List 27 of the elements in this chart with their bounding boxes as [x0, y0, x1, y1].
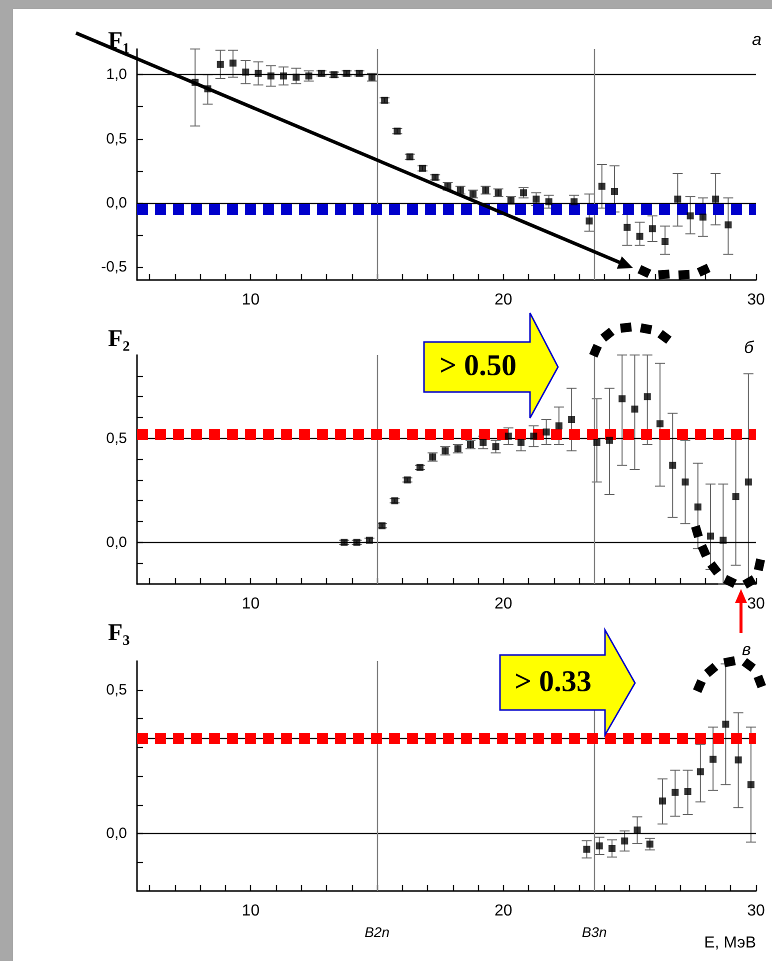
x-tick-label: 30 — [747, 596, 765, 612]
ref-line-label: B2n — [364, 924, 390, 940]
x-tick-label: 10 — [242, 596, 260, 612]
y-tick-label: 0,0 — [106, 534, 127, 551]
x-tick-label: 10 — [242, 902, 260, 920]
y-tick-label: 1,0 — [106, 66, 127, 84]
ref-line-label: B3n — [582, 924, 607, 940]
x-tick-label: 20 — [494, 292, 512, 308]
x-tick-label: 30 — [747, 292, 765, 308]
text: в — [742, 640, 751, 660]
x-tick-label: 10 — [242, 292, 260, 308]
x-axis-title: E, МэВ — [704, 934, 756, 952]
x-tick-label: 20 — [494, 596, 512, 612]
y-tick-label: -0,5 — [101, 258, 127, 276]
annotation: > 0.33 — [513, 665, 593, 699]
text: F₃ — [108, 620, 130, 647]
y-tick-label: 0,0 — [106, 194, 127, 212]
x-tick-label: 30 — [747, 902, 765, 920]
annotation: > 0.50 — [438, 349, 518, 383]
y-tick-label: 0,5 — [106, 430, 127, 447]
y-tick-label: 0,5 — [106, 130, 127, 148]
y-tick-label: 0,5 — [106, 681, 127, 698]
text: а — [752, 30, 762, 50]
annotation: б — [744, 338, 754, 358]
text: F₂ — [108, 326, 130, 353]
x-tick-label: 20 — [494, 902, 512, 920]
y-tick-label: 0,0 — [106, 825, 127, 842]
